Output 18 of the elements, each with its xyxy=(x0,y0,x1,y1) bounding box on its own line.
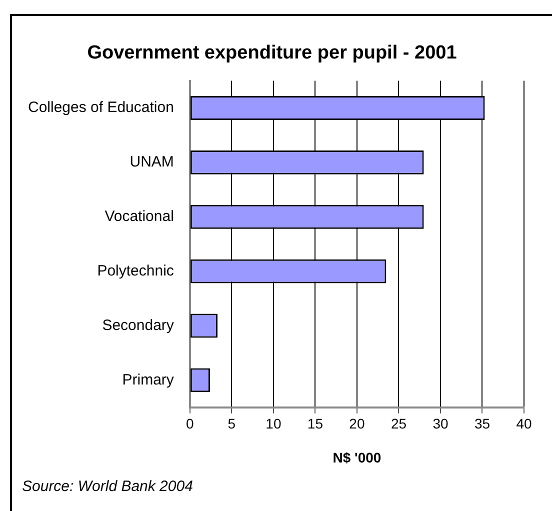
y-tick-label: Colleges of Education xyxy=(28,99,174,116)
x-tick-label: 40 xyxy=(516,416,532,432)
y-tick-label: Primary xyxy=(122,371,174,388)
x-tick-label: 5 xyxy=(228,416,236,432)
x-tick-label: 35 xyxy=(474,416,490,432)
x-tick-label: 10 xyxy=(266,416,282,432)
y-tick-label: Secondary xyxy=(102,316,174,334)
x-axis-title: N$ '000 xyxy=(332,449,382,466)
y-tick-label: Vocational xyxy=(104,208,174,226)
x-tick-label: 25 xyxy=(390,416,407,432)
source-note: Source: World Bank 2004 xyxy=(22,478,193,495)
x-tick-label: 30 xyxy=(432,416,448,432)
y-tick-label: UNAM xyxy=(130,154,174,171)
y-tick-label: Polytechnic xyxy=(97,262,174,280)
x-tick-label: 15 xyxy=(307,416,324,432)
x-tick-label: 20 xyxy=(349,416,365,432)
chart-title: Government expenditure per pupil - 2001 xyxy=(87,42,458,64)
x-tick-label: 0 xyxy=(186,416,194,432)
